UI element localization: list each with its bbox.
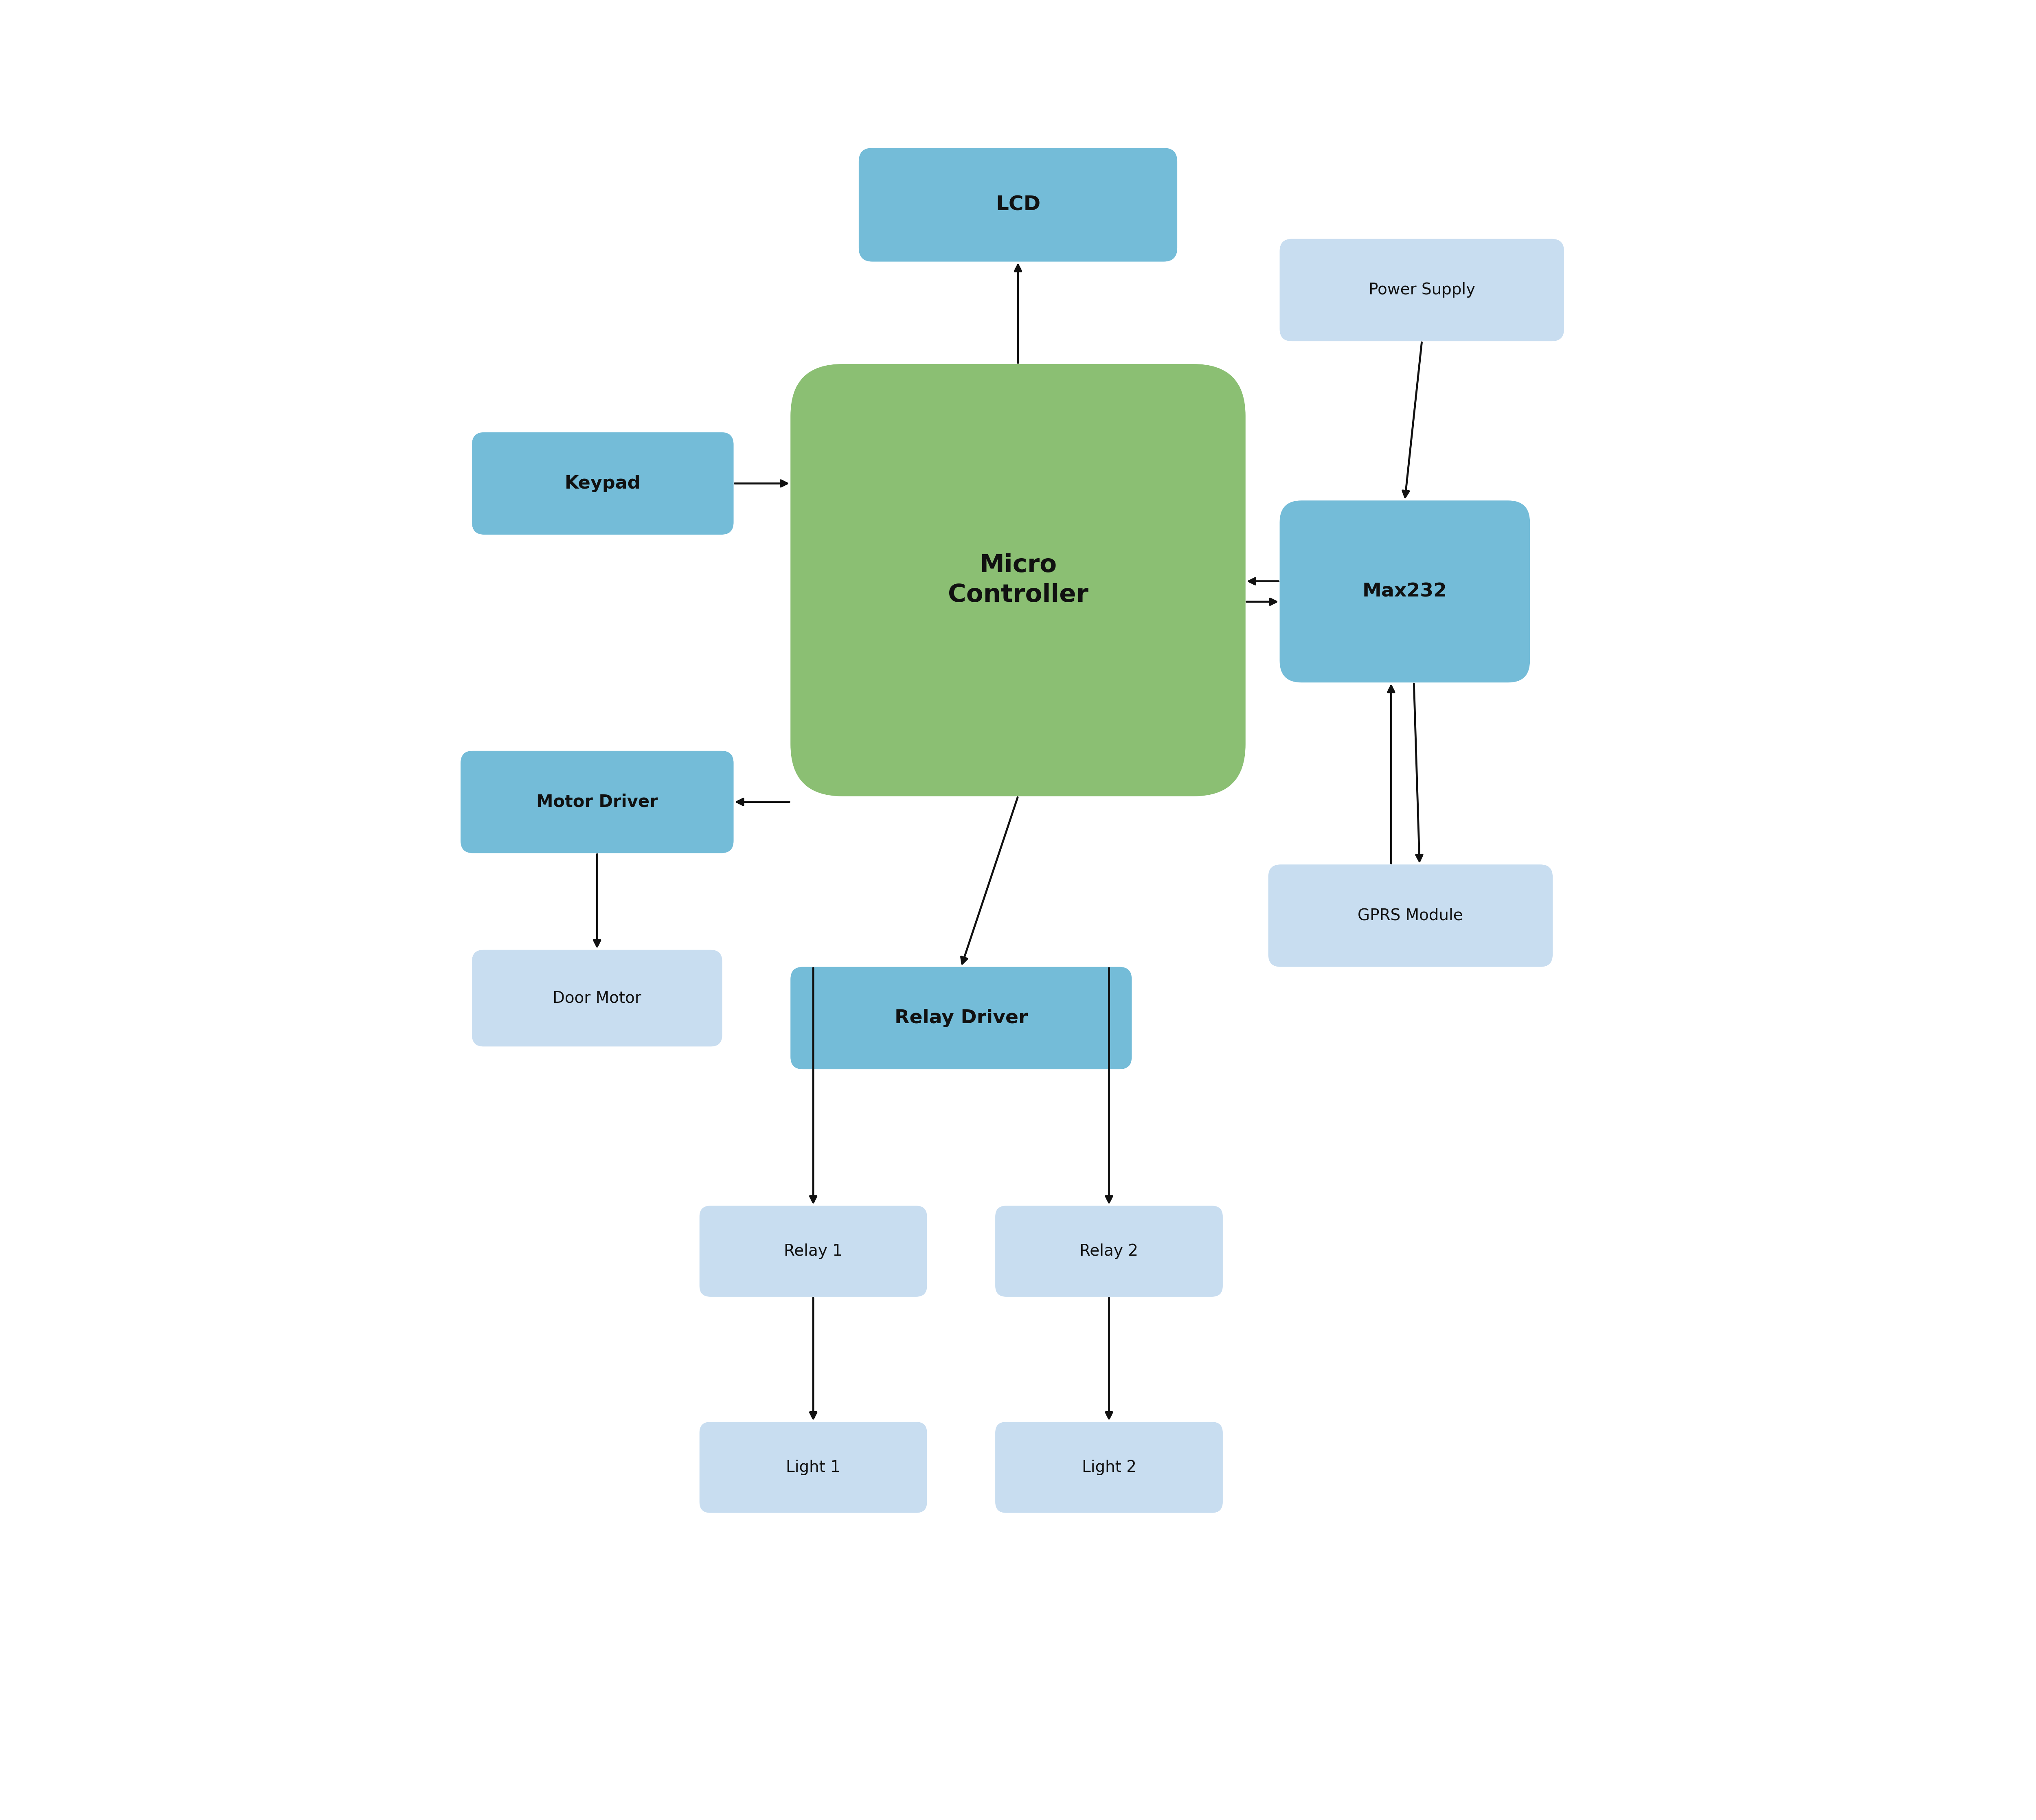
FancyBboxPatch shape: [700, 1421, 926, 1512]
Text: Light 2: Light 2: [1081, 1460, 1136, 1476]
Text: Keypad: Keypad: [564, 475, 641, 491]
FancyBboxPatch shape: [996, 1421, 1224, 1512]
Text: Relay 1: Relay 1: [784, 1243, 843, 1259]
Text: Relay 2: Relay 2: [1079, 1243, 1138, 1259]
Text: GPRS Module: GPRS Module: [1358, 908, 1464, 923]
Text: Relay Driver: Relay Driver: [894, 1008, 1028, 1026]
Text: LCD: LCD: [996, 195, 1040, 215]
FancyBboxPatch shape: [996, 1205, 1224, 1296]
FancyBboxPatch shape: [859, 147, 1177, 262]
Text: Door Motor: Door Motor: [552, 990, 641, 1006]
FancyBboxPatch shape: [1281, 238, 1564, 342]
FancyBboxPatch shape: [790, 966, 1132, 1068]
Text: Micro
Controller: Micro Controller: [949, 553, 1087, 606]
Text: Light 1: Light 1: [786, 1460, 841, 1476]
FancyBboxPatch shape: [700, 1205, 926, 1296]
FancyBboxPatch shape: [1268, 864, 1553, 966]
FancyBboxPatch shape: [472, 431, 733, 535]
Text: Power Supply: Power Supply: [1368, 282, 1476, 298]
FancyBboxPatch shape: [472, 950, 723, 1046]
Text: Motor Driver: Motor Driver: [535, 794, 658, 810]
FancyBboxPatch shape: [790, 364, 1246, 797]
Text: Max232: Max232: [1362, 582, 1448, 601]
FancyBboxPatch shape: [460, 750, 733, 854]
FancyBboxPatch shape: [1281, 500, 1529, 682]
